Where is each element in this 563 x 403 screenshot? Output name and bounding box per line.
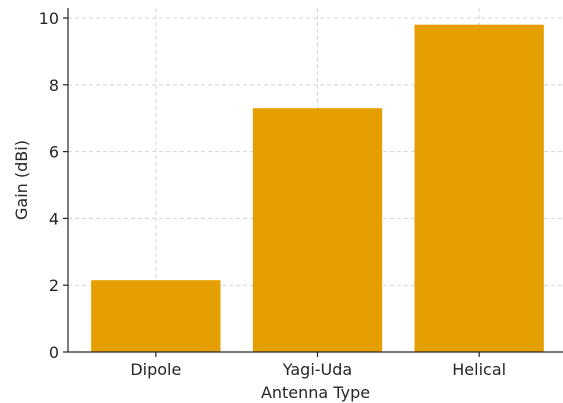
x-tick-label: Helical bbox=[452, 360, 506, 379]
bar-dipole bbox=[91, 280, 221, 352]
y-tick-label: 10 bbox=[39, 9, 59, 28]
bar-helical bbox=[414, 24, 544, 352]
y-tick-label: 2 bbox=[49, 276, 59, 295]
y-tick-label: 0 bbox=[49, 343, 59, 362]
axes bbox=[67, 8, 563, 353]
bars bbox=[91, 24, 544, 352]
y-tick-label: 8 bbox=[49, 76, 59, 95]
bar-yagi-uda bbox=[252, 108, 383, 352]
x-tick-label: Dipole bbox=[130, 360, 181, 379]
x-ticks: Dipole Yagi-Uda Helical bbox=[130, 352, 506, 379]
y-tick-label: 4 bbox=[49, 209, 59, 228]
y-ticks: 0 2 4 6 8 10 bbox=[39, 9, 68, 362]
x-axis-label: Antenna Type bbox=[261, 383, 370, 402]
y-tick-label: 6 bbox=[49, 143, 59, 162]
x-tick-label: Yagi-Uda bbox=[282, 360, 352, 379]
y-axis-label: Gain (dBi) bbox=[12, 140, 31, 220]
